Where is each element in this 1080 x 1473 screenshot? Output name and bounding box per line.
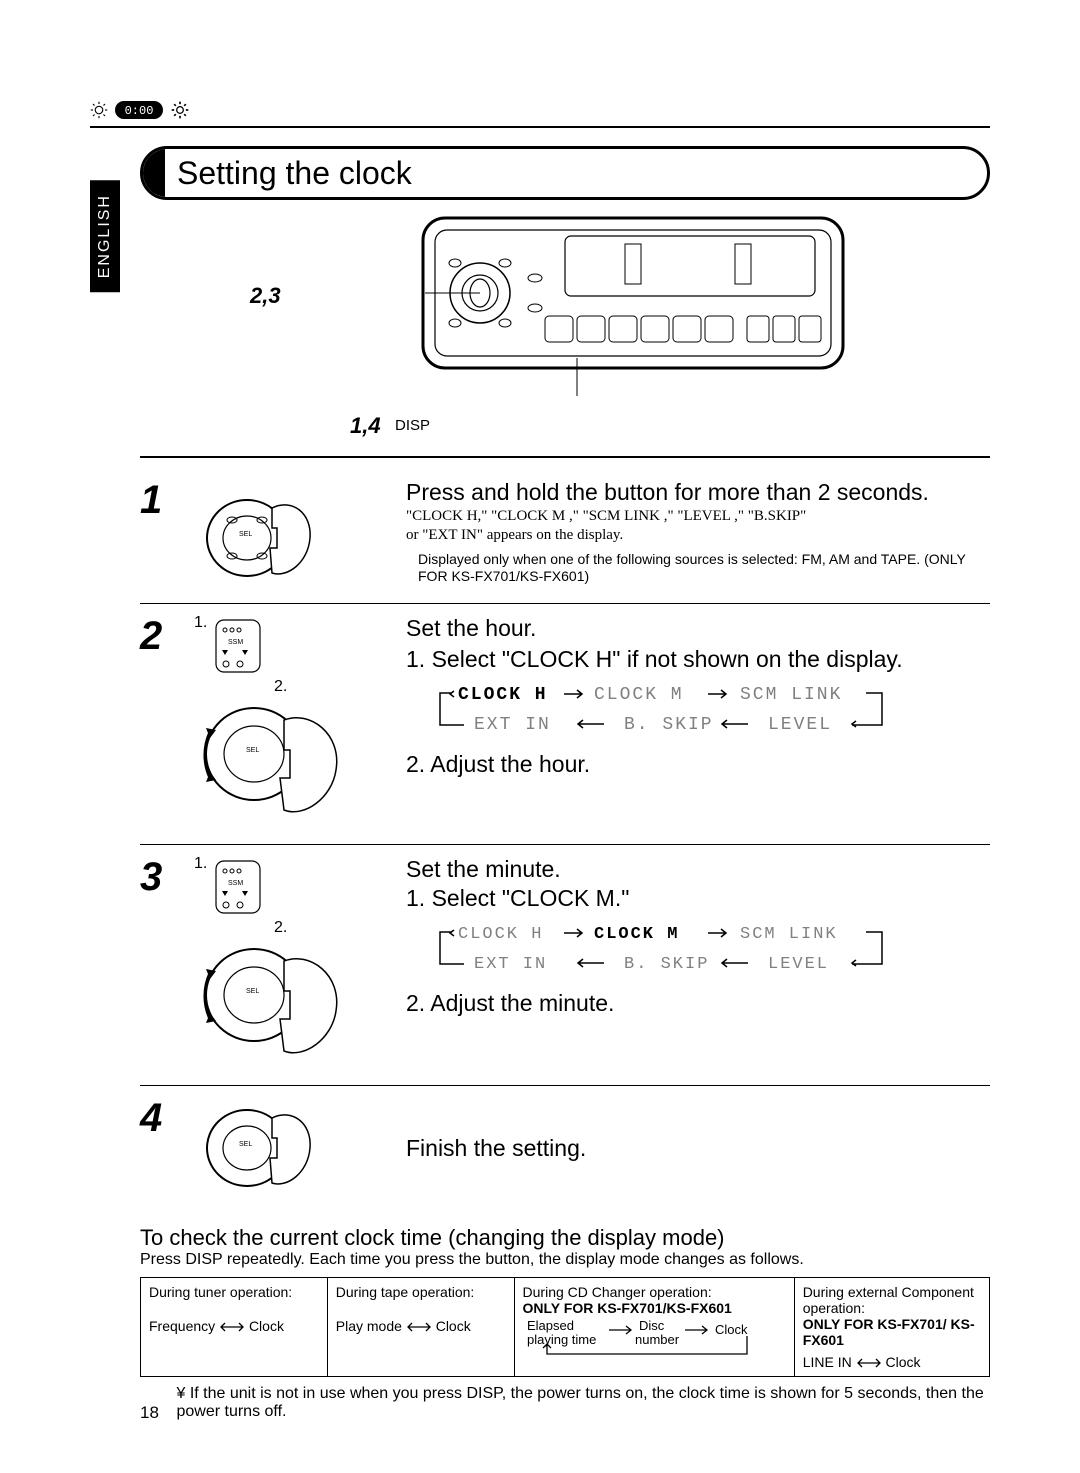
language-tab: ENGLISH [90,180,120,292]
step-number: 4 [140,1096,178,1201]
step-number: 3 [140,855,178,1075]
step3-title: Set the minute. [406,855,990,884]
svg-text:CLOCK M: CLOCK M [594,685,684,705]
menu-loop-diagram: CLOCK H CLOCK M SCM LINK EXT IN B. SKIP … [428,920,990,983]
check-sub: Press DISP repeatedly. Each time you pre… [140,1251,990,1269]
knob-rotate-icon: SSM SEL [192,855,372,1075]
svg-text:number: number [635,1332,680,1347]
svg-text:SEL: SEL [246,747,259,754]
svg-text:LEVEL: LEVEL [768,955,829,974]
knob-press-icon: SEL [192,478,322,588]
knob-rotate-icon: SSM SEL [192,614,372,834]
step-3: 3 1. 2. SSM SEL [140,845,990,1086]
step3-l2: 2. Adjust the minute. [406,989,990,1018]
knob-press-icon: SEL [192,1096,322,1196]
mode-col2-head: During tape operation: [336,1284,506,1300]
car-stereo-diagram [335,208,855,408]
step-number: 1 [140,478,178,593]
callout-disp: DISP [395,417,430,434]
display-mode-table: During tuner operation: Frequency Clock … [140,1277,990,1377]
cd-cycle-icon: Elapsed playing time Disc number Clock [523,1316,773,1360]
svg-text:Disc: Disc [639,1318,665,1333]
svg-text:CLOCK H: CLOCK H [458,925,543,944]
svg-text:Clock: Clock [715,1322,748,1337]
step1-note: Displayed only when one of the following… [406,551,990,585]
mode-col4-sub: ONLY FOR KS-FX701/ KS-FX601 [803,1316,981,1348]
svg-text:EXT IN: EXT IN [474,715,551,735]
svg-text:CLOCK M: CLOCK M [594,925,679,944]
svg-text:SEL: SEL [246,988,259,995]
mode-col4-head: During external Component operation: [803,1284,981,1316]
section-title: Setting the clock [140,146,990,200]
step3-l1: 1. Select "CLOCK M." [406,884,990,913]
bidir-arrow-icon [856,1358,882,1368]
svg-text:SEL: SEL [239,1141,252,1148]
svg-text:SSM: SSM [228,880,243,887]
step-number: 2 [140,614,178,834]
svg-text:SCM LINK: SCM LINK [740,925,838,944]
svg-text:playing time: playing time [527,1332,596,1347]
svg-text:SCM LINK: SCM LINK [740,685,842,705]
step2-l1: 1. Select "CLOCK H" if not shown on the … [406,645,990,674]
footnote: 18 ¥ If the unit is not in use when you … [140,1385,990,1423]
svg-text:CLOCK H: CLOCK H [458,685,548,705]
bidir-arrow-icon [219,1322,245,1332]
mode-col3-head: During CD Changer operation: [523,1284,786,1300]
gear-icon [170,100,190,120]
page-number: 18 [140,1385,166,1423]
footnote-text: If the unit is not in use when you press… [176,1385,983,1420]
bidir-arrow-icon [406,1322,432,1332]
svg-text:SSM: SSM [228,639,243,646]
svg-text:B. SKIP: B. SKIP [624,955,709,974]
step-1: 1 SEL Press and hold the button for more… [140,468,990,604]
callout-23: 2,3 [250,283,281,309]
clock-pill-icon: 0:00 [114,100,164,120]
step2-title: Set the hour. [406,614,990,643]
step1-line2b: or "EXT IN" appears on the display. [406,526,990,545]
step1-line2a: "CLOCK H," "CLOCK M ," "SCM LINK ," "LEV… [406,507,990,526]
header-icons: 0:00 [90,100,990,120]
step-2: 2 1. 2. SSM SEL [140,604,990,845]
check-title: To check the current clock time (changin… [140,1225,990,1251]
step4-title: Finish the setting. [406,1134,586,1163]
mode-col3-sub: ONLY FOR KS-FX701/KS-FX601 [523,1300,786,1316]
step-4: 4 SEL Finish the setting. [140,1086,990,1211]
svg-text:LEVEL: LEVEL [768,715,832,735]
menu-loop-diagram: CLOCK H CLOCK M SCM LINK EXT IN B. SKIP … [428,681,990,744]
svg-text:EXT IN: EXT IN [474,955,547,974]
mode-col1-head: During tuner operation: [149,1284,319,1300]
step1-title: Press and hold the button for more than … [406,478,990,507]
callout-14: 1,4 [350,413,381,439]
step2-l2: 2. Adjust the hour. [406,750,990,779]
section-title-text: Setting the clock [143,149,987,197]
svg-text:SEL: SEL [239,531,252,538]
mode-icon [90,101,108,119]
svg-text:Elapsed: Elapsed [527,1318,574,1333]
svg-text:B. SKIP: B. SKIP [624,715,714,735]
clock-pill-text: 0:00 [125,104,154,118]
